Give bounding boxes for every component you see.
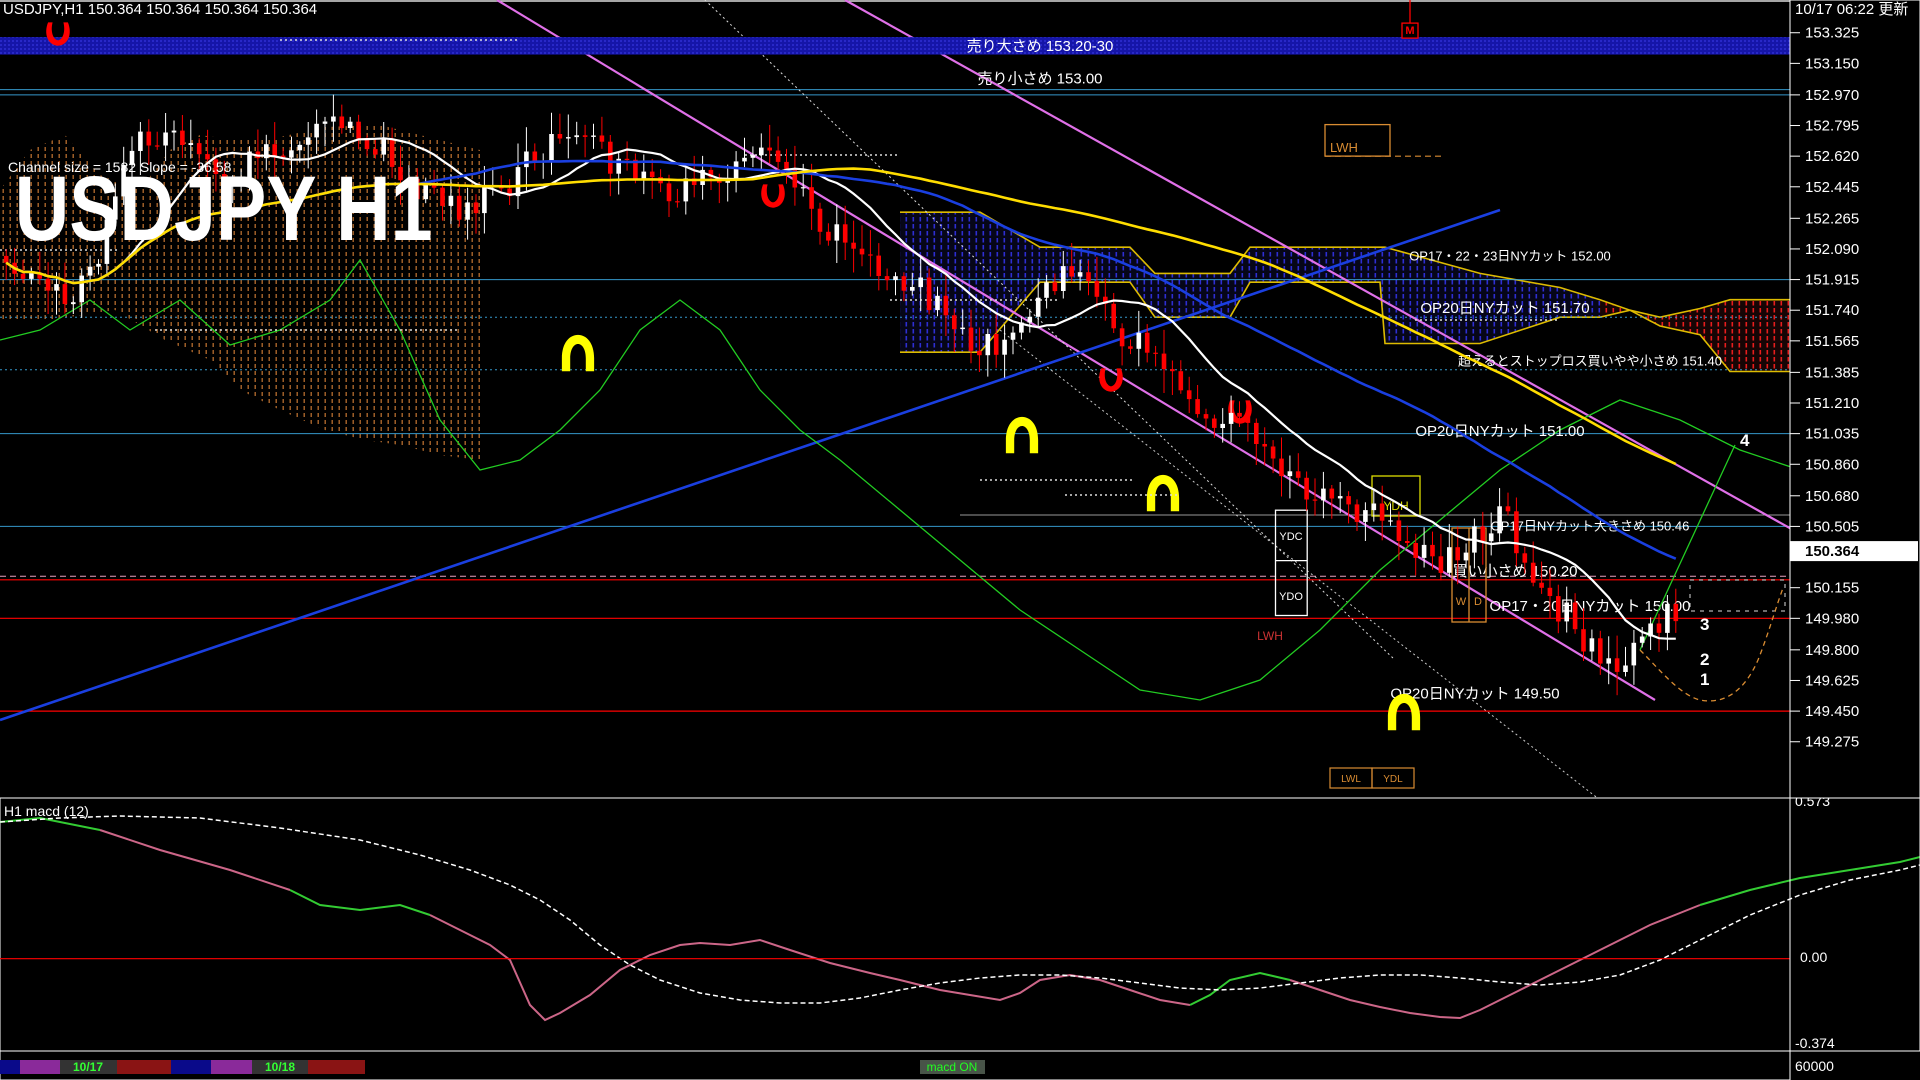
svg-text:150.860: 150.860: [1805, 456, 1859, 473]
svg-text:152.445: 152.445: [1805, 179, 1859, 196]
svg-text:macd ON: macd ON: [927, 1060, 978, 1074]
svg-text:YDO: YDO: [1279, 591, 1303, 603]
svg-text:OP17日NYカット大きさめ 150.46: OP17日NYカット大きさめ 150.46: [1491, 518, 1690, 533]
svg-text:LWH: LWH: [1257, 629, 1283, 643]
svg-text:149.450: 149.450: [1805, 703, 1859, 720]
svg-text:W: W: [1456, 596, 1467, 608]
svg-text:151.385: 151.385: [1805, 364, 1859, 381]
svg-text:150.364: 150.364: [1805, 543, 1860, 560]
svg-text:149.980: 149.980: [1805, 610, 1859, 627]
svg-text:10/17 06:22 更新: 10/17 06:22 更新: [1795, 1, 1908, 18]
svg-text:-0.374: -0.374: [1795, 1035, 1835, 1051]
svg-text:151.740: 151.740: [1805, 302, 1859, 319]
svg-text:152.795: 152.795: [1805, 118, 1859, 135]
svg-text:152.265: 152.265: [1805, 210, 1859, 227]
svg-text:150.680: 150.680: [1805, 488, 1859, 505]
svg-text:OP20日NYカット 151.70: OP20日NYカット 151.70: [1420, 300, 1589, 317]
svg-text:60000: 60000: [1795, 1058, 1834, 1074]
svg-text:149.800: 149.800: [1805, 642, 1859, 659]
svg-text:151.915: 151.915: [1805, 272, 1859, 289]
svg-text:YDL: YDL: [1383, 774, 1403, 785]
svg-text:USDJPY,H1 150.364 150.364 15: USDJPY,H1 150.364 150.364 150.364 150.36…: [3, 1, 317, 18]
svg-text:3: 3: [1700, 615, 1709, 634]
svg-text:10/17: 10/17: [73, 1060, 103, 1074]
svg-text:OP20日NYカット 151.00: OP20日NYカット 151.00: [1415, 423, 1584, 440]
svg-text:4: 4: [1740, 431, 1750, 450]
svg-text:149.625: 149.625: [1805, 673, 1859, 690]
svg-text:売り小さめ 153.00: 売り小さめ 153.00: [977, 71, 1102, 88]
svg-text:M: M: [1405, 25, 1414, 37]
svg-text:LWH: LWH: [1330, 140, 1358, 155]
svg-text:149.275: 149.275: [1805, 734, 1859, 751]
svg-text:151.210: 151.210: [1805, 395, 1859, 412]
svg-text:151.565: 151.565: [1805, 333, 1859, 350]
svg-text:OP17・22・23日NYカット 152.00: OP17・22・23日NYカット 152.00: [1409, 249, 1611, 264]
svg-text:150.155: 150.155: [1805, 580, 1859, 597]
svg-text:153.150: 153.150: [1805, 55, 1859, 72]
svg-text:D: D: [1474, 596, 1482, 608]
svg-text:1: 1: [1700, 670, 1709, 689]
svg-text:152.970: 152.970: [1805, 87, 1859, 104]
svg-text:H1 macd (12): H1 macd (12): [4, 803, 89, 819]
svg-text:150.505: 150.505: [1805, 518, 1859, 535]
svg-text:2: 2: [1700, 650, 1709, 669]
svg-text:152.620: 152.620: [1805, 148, 1859, 165]
svg-text:YDC: YDC: [1279, 531, 1302, 543]
svg-text:151.035: 151.035: [1805, 426, 1859, 443]
svg-text:153.325: 153.325: [1805, 25, 1859, 42]
svg-text:152.090: 152.090: [1805, 241, 1859, 258]
svg-text:OP20日NYカット 149.50: OP20日NYカット 149.50: [1390, 685, 1559, 702]
svg-text:10/18: 10/18: [265, 1060, 295, 1074]
svg-text:売り大さめ 153.20-30: 売り大さめ 153.20-30: [967, 38, 1114, 55]
svg-text:LWL: LWL: [1341, 774, 1361, 785]
svg-text:買い小さめ 150.20: 買い小さめ 150.20: [1452, 563, 1577, 580]
svg-text:超えるとストップロス買いやや小さめ 151.40: 超えるとストップロス買いやや小さめ 151.40: [1458, 354, 1722, 369]
svg-text:USDJPY H1: USDJPY H1: [15, 157, 433, 260]
svg-text:0.00: 0.00: [1800, 949, 1827, 965]
